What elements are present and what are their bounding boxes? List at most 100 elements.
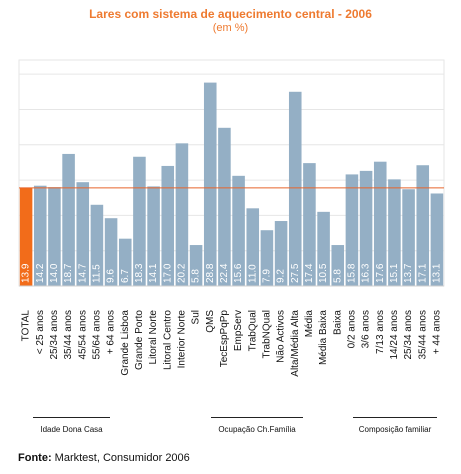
bar [232, 175, 245, 286]
data-label: 11.0 [247, 264, 258, 283]
data-label: 17.0 [162, 263, 173, 283]
data-label: 5.8 [332, 269, 343, 283]
bar [175, 143, 189, 286]
bar [19, 187, 33, 286]
bar [218, 127, 231, 286]
data-label: 18.7 [63, 263, 74, 283]
data-label: 10.5 [318, 263, 329, 283]
bar [189, 245, 203, 286]
category-label: Média [304, 310, 315, 338]
bar [62, 153, 75, 286]
group-label-composicao: Composição familiar [358, 425, 432, 434]
bar [303, 163, 316, 286]
category-label: 35/44 anos [63, 310, 74, 360]
bar [203, 82, 217, 286]
data-label: 13.9 [21, 263, 32, 283]
data-label: 11.5 [91, 264, 102, 283]
data-label: 17.1 [417, 263, 428, 283]
bar [416, 165, 430, 286]
group-label-idade: Idade Dona Casa [40, 425, 103, 434]
bar [118, 238, 132, 286]
data-label: 9.6 [106, 269, 117, 283]
source-note: Fonte: Marktest, Consumidor 2006 [18, 452, 190, 464]
plot-area [18, 59, 445, 287]
bar [331, 245, 345, 286]
category-label: Grande Lisboa [120, 310, 131, 376]
bar [147, 186, 160, 286]
data-label: 17.4 [304, 263, 315, 283]
category-label: Baixa [332, 310, 343, 335]
category-label: 55/64 anos [91, 310, 102, 360]
data-label: 28.8 [205, 263, 216, 283]
data-label: 22.4 [219, 263, 230, 283]
data-label: 5.8 [191, 269, 202, 283]
bar [274, 221, 288, 286]
category-label: 3/6 anos [361, 310, 372, 348]
category-label: Grande Porto [134, 310, 145, 370]
data-label: 14.2 [35, 263, 46, 283]
category-label: 0/2 anos [346, 310, 357, 348]
bar [161, 165, 175, 286]
chart-title: Lares com sistema de aquecimento central… [89, 7, 372, 21]
category-label: 7/13 anos [375, 310, 386, 354]
data-label: 17.6 [375, 263, 386, 283]
data-label: 9.2 [276, 269, 287, 283]
bar [76, 182, 90, 286]
data-label: 14.7 [77, 263, 88, 283]
source-label: Fonte: [18, 452, 52, 464]
bar [48, 187, 61, 286]
category-label: TOTAL [21, 310, 32, 342]
bar [288, 91, 302, 286]
data-label: 6.7 [120, 269, 131, 283]
bar [104, 218, 118, 286]
data-label: 13.1 [431, 263, 442, 283]
bar [317, 211, 330, 286]
data-label: 15.8 [346, 263, 357, 283]
category-label: + 44 anos [431, 310, 442, 354]
bar [402, 189, 415, 286]
category-label: + 64 anos [106, 310, 117, 354]
chart-subtitle: (em %) [212, 22, 249, 34]
category-label: Não Activos [276, 310, 287, 363]
group-divider-composicao [353, 417, 437, 418]
category-label: 25/34 anos [49, 310, 60, 360]
category-label: Alta/Média Alta [290, 310, 301, 377]
data-label: 7.9 [261, 269, 272, 283]
bar [90, 204, 104, 286]
category-label: Sul [191, 310, 202, 324]
category-label: Interior Norte [176, 310, 187, 369]
category-label: QMS [205, 310, 216, 333]
category-label: Litoral Centro [162, 310, 173, 370]
source-text: Marktest, Consumidor 2006 [54, 452, 190, 464]
data-label: 13.7 [403, 263, 414, 283]
data-label: 18.3 [134, 263, 145, 283]
bar [133, 156, 146, 286]
category-label: TrabNQual [261, 310, 272, 359]
group-divider-idade [33, 417, 110, 418]
data-label: 27.5 [290, 263, 301, 283]
bar [246, 208, 260, 286]
bar [359, 170, 373, 286]
group-label-ocupacao: Ocupação Ch.Família [218, 425, 296, 434]
category-label: 45/54 anos [77, 310, 88, 360]
category-label: Média Baixa [318, 310, 329, 365]
category-label: < 25 anos [35, 310, 46, 354]
category-label: TecEspPqPp [219, 310, 230, 368]
data-label: 16.3 [361, 263, 372, 283]
category-label: TrabQual [247, 310, 258, 351]
data-label: 14.0 [49, 263, 60, 283]
data-label: 14.1 [148, 263, 159, 283]
bar [430, 193, 444, 286]
bar [33, 185, 47, 286]
data-label: 15.1 [389, 263, 400, 283]
bar [388, 179, 401, 286]
category-label: 35/44 anos [417, 310, 428, 360]
bar [260, 230, 274, 286]
category-label: 14/24 anos [389, 310, 400, 360]
category-label: EmpServ [233, 310, 244, 351]
bar [373, 161, 387, 286]
category-label: Litoral Norte [148, 310, 159, 365]
data-label: 15.6 [233, 263, 244, 283]
data-label: 20.2 [176, 263, 187, 283]
